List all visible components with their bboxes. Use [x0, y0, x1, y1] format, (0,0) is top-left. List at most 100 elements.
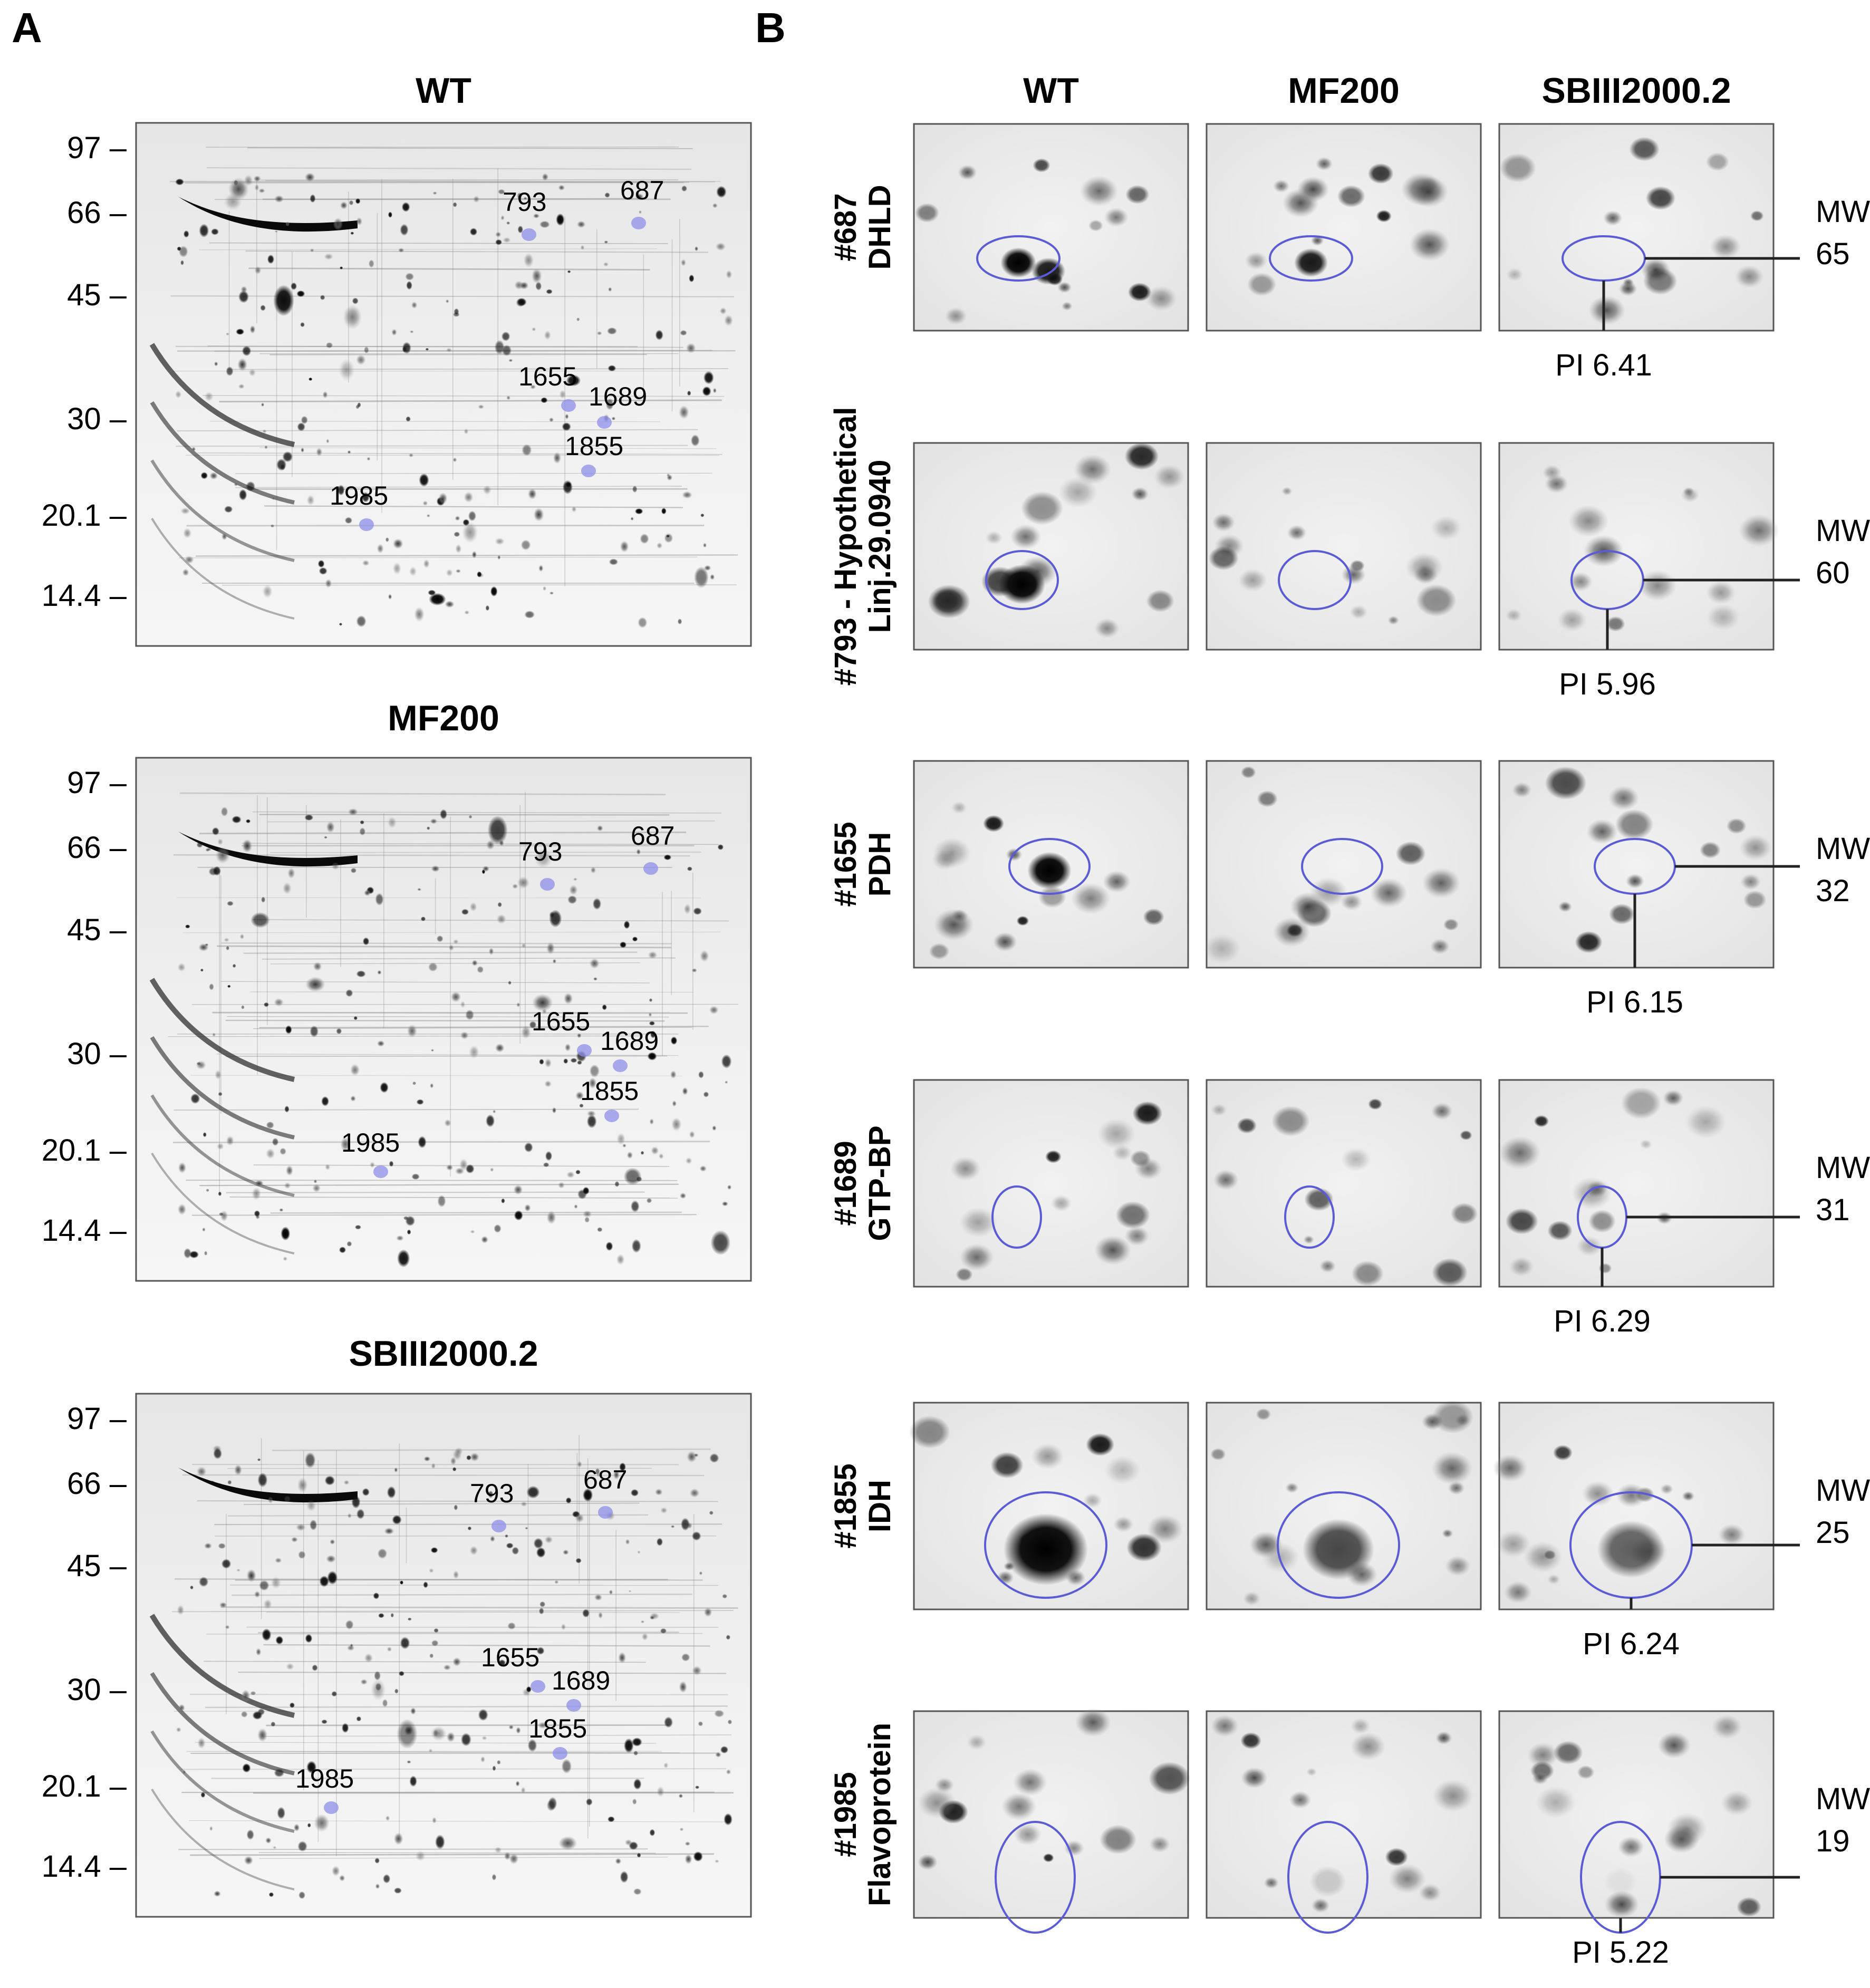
gel-spot — [176, 1727, 181, 1733]
gel-spot — [538, 1607, 544, 1615]
gel-spot — [649, 998, 653, 1002]
gel-image — [135, 757, 752, 1282]
zoom-bg-spot — [1104, 207, 1129, 227]
gel-spot — [347, 450, 351, 454]
gel-smear — [150, 459, 295, 562]
gel-spot — [234, 1464, 242, 1476]
zoom-bg-spot — [918, 1787, 957, 1818]
zoom-bg-spot — [1558, 901, 1572, 912]
gel-spot — [478, 404, 485, 409]
mw-value: 25 — [1816, 1516, 1850, 1550]
gel-spot — [661, 507, 667, 515]
gel-spot — [204, 391, 214, 402]
zoom-bg-spot — [1249, 1531, 1283, 1558]
gel-spot — [522, 444, 532, 456]
zoom-bg-spot — [1625, 873, 1644, 889]
gel-spot — [238, 383, 245, 389]
spot-label: 793 — [470, 1479, 514, 1508]
gel-spot — [488, 948, 494, 956]
gel-spot — [470, 1452, 479, 1462]
gel-spot — [216, 1143, 224, 1150]
zoom-bg-spot — [1281, 487, 1293, 496]
gel-spot — [574, 1204, 578, 1209]
gel-spot — [346, 1241, 352, 1247]
gel-spot — [189, 1250, 199, 1259]
gel-spot — [280, 464, 286, 470]
gel-spot — [304, 172, 315, 182]
gel-spot — [387, 1646, 392, 1652]
gel-spot — [549, 910, 562, 928]
zoom-bg-spot — [909, 1415, 950, 1449]
mw-value: 65 — [1816, 237, 1850, 271]
mw-tick-label: 66 – — [67, 831, 127, 865]
gel-spot — [336, 1028, 342, 1035]
gel-spot — [508, 359, 513, 362]
gel-spot — [625, 1539, 630, 1545]
zoom-bg-spot — [1460, 1130, 1472, 1141]
zoom-bg-spot — [1739, 834, 1772, 861]
gel-spot — [279, 1147, 286, 1155]
gel-spot — [296, 290, 305, 297]
gel-spot — [239, 933, 245, 940]
gel-spot — [677, 619, 682, 625]
gel-spot — [468, 815, 473, 819]
gel-spot — [427, 826, 430, 830]
gel-spot — [666, 473, 670, 477]
gel-spot — [517, 225, 523, 234]
gel-spot — [378, 1613, 384, 1618]
gel-spot — [246, 1569, 256, 1582]
gel-spot — [305, 977, 325, 992]
row-protein-name: DHLD — [863, 185, 897, 269]
gel-spot — [508, 981, 512, 985]
gel-spot — [406, 416, 411, 422]
gel-spot — [681, 185, 687, 192]
zoom-bg-spot — [1512, 782, 1532, 798]
gel-0: WT 97 – 66 – 45 – 30 – 20.1 – 14.4 – 793 687 1655… — [42, 71, 752, 647]
gel-spot — [232, 816, 242, 824]
zoom-tile — [1206, 1400, 1482, 1610]
gel-spot — [605, 398, 614, 410]
gel-spot — [558, 185, 565, 191]
gel-spot — [651, 1146, 659, 1155]
zoom-bg-spot — [1013, 1769, 1047, 1796]
zoom-bg-spot — [992, 932, 1017, 952]
row-label: #687 DHLD — [828, 185, 897, 269]
gel-spot — [630, 1489, 639, 1497]
gel-streak — [173, 1108, 639, 1111]
gel-spot — [626, 1151, 633, 1159]
gel-spot — [261, 896, 266, 903]
gel-1: MF200 97 – 66 – 45 – 30 – 20.1 – 14.4 – 793 687 1… — [42, 698, 752, 1282]
gel-spot — [440, 809, 447, 819]
zoom-bg-spot — [1124, 1226, 1150, 1246]
zoom-bg-spot — [931, 588, 963, 613]
gel-spot — [364, 346, 369, 354]
zoom-bg-spot — [1311, 1898, 1330, 1913]
spot-marker — [631, 217, 646, 229]
gel-spot — [500, 215, 505, 221]
zoom-bg-spot — [1074, 454, 1112, 485]
zoom-bg-spot — [1033, 158, 1050, 172]
gel-spot — [349, 200, 354, 206]
gel-spot — [633, 1888, 642, 1895]
gel-spot — [264, 445, 268, 449]
gel-spot — [221, 533, 228, 541]
gel-streak — [189, 1694, 728, 1695]
zoom-bg-spot — [1577, 1765, 1595, 1779]
gel-spot — [215, 847, 230, 864]
gel-spot — [291, 282, 297, 290]
gel-spot — [465, 1009, 474, 1020]
gel-spot — [418, 1136, 427, 1149]
gel-spot — [683, 903, 691, 914]
gel-spot — [370, 1162, 375, 1168]
gel-spot — [305, 1634, 313, 1643]
gel-spot — [446, 1164, 454, 1171]
gel-spot — [563, 1058, 568, 1064]
row-spot-id: #1855 — [828, 1463, 863, 1548]
gel-spot — [478, 1709, 488, 1721]
zoom-bg-spot — [1606, 616, 1625, 632]
gel-spot — [492, 1765, 496, 1771]
zoom-bg-spot — [1285, 1482, 1299, 1493]
gel-spot — [324, 1475, 335, 1485]
gel-spot — [270, 524, 274, 528]
gel-spot — [356, 615, 367, 628]
